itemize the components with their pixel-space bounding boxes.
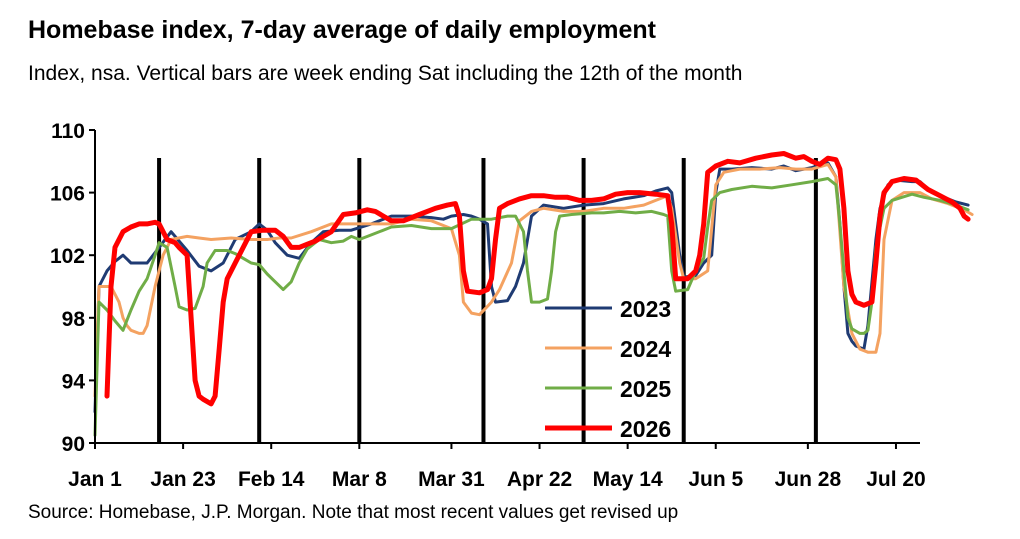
chart-subtitle: Index, nsa. Vertical bars are week endin…	[28, 62, 743, 85]
x-tick-label: Mar 8	[332, 468, 387, 491]
x-tick-label: Mar 31	[418, 468, 485, 491]
x-tick-label: Jun 28	[775, 468, 842, 491]
series-line-2025	[93, 177, 970, 437]
x-tick-label: Apr 22	[507, 468, 572, 491]
chart-source: Source: Homebase, J.P. Morgan. Note that…	[28, 502, 679, 523]
vertical-bars	[157, 158, 818, 443]
y-tick-label: 98	[62, 308, 86, 331]
x-tick-label: Feb 14	[238, 468, 305, 491]
series-line-2023	[93, 161, 970, 414]
legend-label-2024: 2024	[620, 336, 671, 362]
series-line-2026	[104, 151, 971, 407]
x-tick-label: Jan 23	[150, 468, 215, 491]
y-tick-label: 110	[51, 120, 85, 143]
y-tick-label: 102	[50, 245, 85, 268]
legend-label-2026: 2026	[620, 416, 671, 442]
series-lines	[93, 151, 974, 437]
y-tick-label: 106	[50, 183, 85, 206]
y-tick-label: 90	[62, 433, 85, 456]
x-tick-label: Jun 5	[688, 468, 743, 491]
x-tick-label: May 14	[593, 468, 663, 491]
x-tick-label: Jan 1	[68, 468, 122, 491]
axes	[89, 129, 920, 449]
x-tick-label: Jul 20	[866, 468, 926, 491]
chart-title: Homebase index, 7-day average of daily e…	[28, 16, 657, 44]
legend: 2023 2024 2025 2026	[545, 296, 671, 442]
legend-label-2025: 2025	[620, 376, 671, 402]
y-tick-label: 94	[62, 370, 86, 393]
legend-label-2023: 2023	[620, 296, 671, 322]
tick-labels: 110 106 102 98 94 90 Jan 1 Jan 23 Feb 14 Mar 8 Mar…	[50, 120, 926, 491]
chart-canvas: 110 106 102 98 94 90 Jan 1 Jan 23 Feb 14 Mar 8 Mar…	[50, 120, 974, 491]
